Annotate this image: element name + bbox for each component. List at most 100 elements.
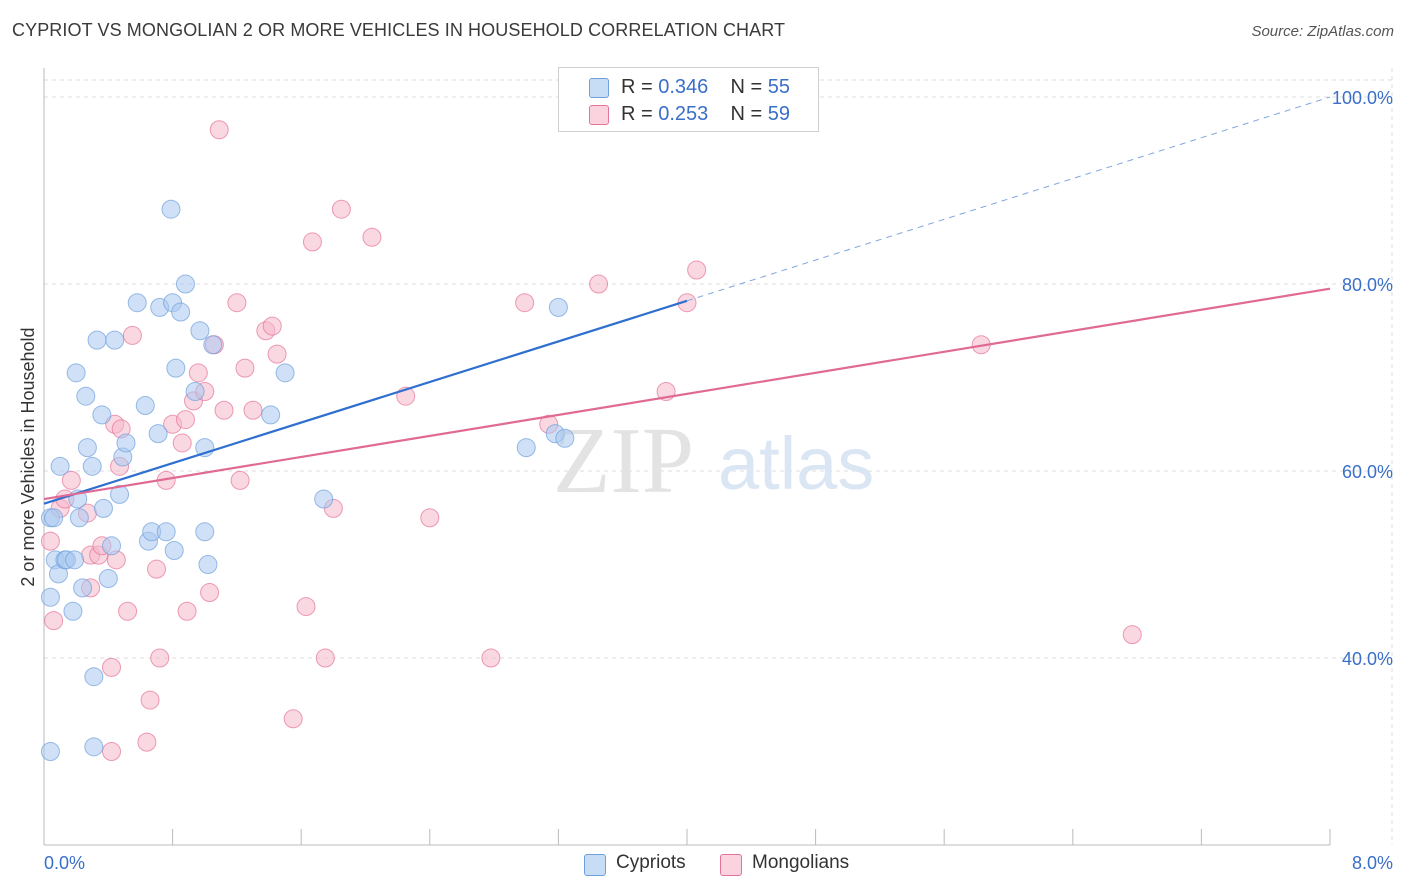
cypriots-point	[548, 297, 568, 317]
mongolians-point	[243, 400, 263, 420]
legend-r-label: R =	[621, 103, 659, 125]
legend-r-value: 0.346	[658, 76, 709, 98]
watermark: ZIP atlas	[553, 409, 874, 513]
mongolians-point	[262, 316, 282, 336]
cypriots-point	[161, 199, 181, 219]
mongolians-point	[235, 358, 255, 378]
mongolians-point	[61, 470, 81, 490]
correlation-legend: R = 0.346 N = 55 R = 0.253 N = 59	[558, 67, 819, 132]
cypriots-point	[73, 578, 93, 598]
mongolians-point	[687, 260, 707, 280]
cypriots-trend-extension	[686, 96, 1331, 302]
cypriots-point	[84, 667, 104, 687]
y-tick-label: 60.0%	[1342, 462, 1393, 482]
cypriots-point	[76, 386, 96, 406]
tick-labels: 40.0% 60.0% 80.0% 100.0% 0.0% 8.0%	[44, 88, 1393, 873]
cypriots-point	[98, 569, 118, 589]
cypriots-point	[102, 536, 122, 556]
bottom-legend-label-mongolians: Mongolians	[752, 852, 850, 873]
mongolians-point	[302, 232, 322, 252]
cypriots-point	[40, 587, 60, 607]
mongolians-point	[175, 410, 195, 430]
y-tick-label: 100.0%	[1332, 88, 1393, 108]
cypriots-point	[190, 321, 210, 341]
cypriots-point	[63, 601, 83, 621]
mongolians-point	[200, 583, 220, 603]
chart-title: CYPRIOT VS MONGOLIAN 2 OR MORE VEHICLES …	[12, 20, 786, 40]
legend-r-value: 0.253	[658, 103, 709, 125]
y-axis-label: 2 or more Vehicles in Household	[18, 327, 38, 586]
mongolians-point	[102, 742, 122, 761]
cypriots-point	[198, 555, 218, 574]
bottom-legend-label-cypriots: Cypriots	[616, 852, 686, 873]
mongolians-point	[150, 648, 170, 668]
cypriots-point	[148, 424, 168, 444]
cypriots-point	[82, 456, 102, 476]
cypriots-point	[516, 438, 536, 458]
cypriots-point	[171, 302, 191, 322]
mongolians-point	[283, 709, 303, 729]
mongolians-point	[331, 199, 351, 219]
mongolians-point	[137, 732, 157, 752]
cypriots-point	[105, 330, 125, 350]
legend-swatch-cypriots	[589, 78, 609, 98]
mongolians-point	[267, 344, 287, 364]
cypriots-point	[84, 737, 104, 757]
mongolians-point	[118, 601, 138, 621]
y-tick-label: 40.0%	[1342, 649, 1393, 669]
cypriots-point	[66, 363, 86, 383]
watermark-atlas: atlas	[718, 422, 874, 505]
cypriots-point	[110, 484, 130, 504]
watermark-zip: ZIP	[553, 409, 694, 513]
mongolians-point	[230, 470, 250, 490]
cypriots-point	[195, 522, 215, 542]
cypriots-point	[156, 522, 176, 542]
mongolians-point	[1122, 625, 1142, 645]
mongolians-point	[296, 597, 316, 617]
mongolians-point	[209, 120, 229, 140]
x-tick-label: 8.0%	[1352, 853, 1393, 873]
cypriots-point	[65, 550, 85, 570]
mongolians-point	[172, 433, 192, 453]
cypriots-point	[116, 433, 136, 453]
cypriots-point	[185, 382, 205, 402]
mongolians-point	[44, 611, 64, 631]
cypriots-point	[166, 358, 186, 378]
source-credit: Source: ZipAtlas.com	[1251, 23, 1394, 40]
mongolians-point	[147, 559, 167, 579]
mongolians-point	[177, 601, 197, 621]
mongolians-point	[227, 293, 247, 313]
cypriots-point	[40, 742, 60, 761]
legend-n-label: N =	[730, 76, 768, 98]
cypriots-point	[50, 456, 70, 476]
legend-r-label: R =	[621, 76, 659, 98]
x-tick-label: 0.0%	[44, 853, 85, 873]
cypriots-point	[275, 363, 295, 383]
cypriots-point	[261, 405, 281, 425]
trend-lines	[43, 96, 1331, 505]
mongolians-point	[481, 648, 501, 668]
gridlines	[44, 68, 1393, 845]
cypriots-points	[40, 199, 575, 761]
cypriots-point	[314, 489, 334, 509]
cypriots-point	[164, 540, 184, 560]
mongolians-point	[40, 531, 60, 551]
bottom-legend-swatch-cypriots	[584, 854, 606, 876]
axes	[43, 68, 1331, 846]
cypriots-point	[127, 293, 147, 313]
cypriots-point	[93, 498, 113, 518]
legend-swatch-mongolians	[589, 105, 609, 125]
cypriots-point	[92, 405, 112, 425]
legend-n-value: 55	[767, 76, 791, 98]
y-tick-label: 80.0%	[1342, 275, 1393, 295]
mongolians-point	[140, 690, 160, 710]
bottom-legend-swatch-mongolians	[720, 854, 742, 876]
cypriots-point	[203, 335, 223, 355]
mongolians-point	[589, 274, 609, 294]
cypriots-point	[87, 330, 107, 350]
legend-n-label: N =	[730, 103, 768, 125]
cypriots-point	[175, 274, 195, 294]
cypriots-point	[135, 396, 155, 416]
cypriots-point	[44, 508, 64, 528]
